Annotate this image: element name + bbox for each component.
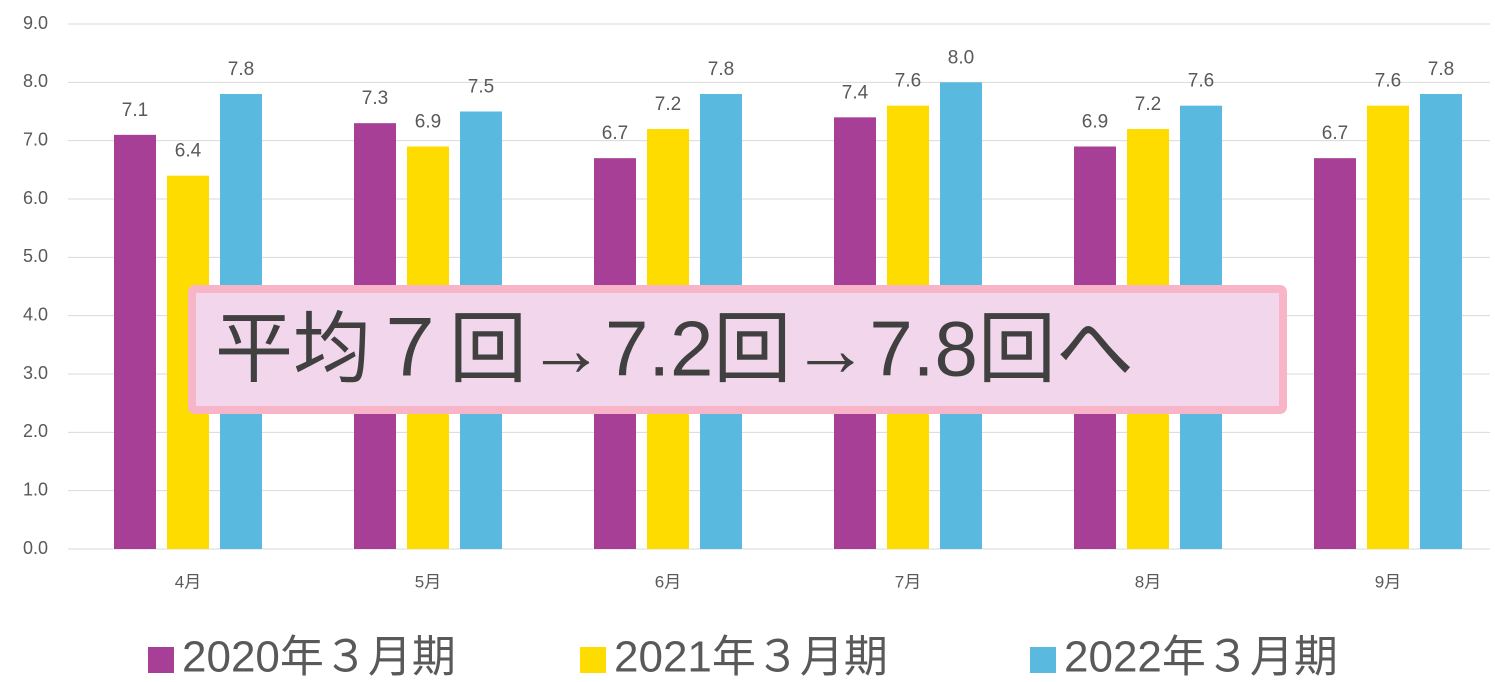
value-label: 7.5 bbox=[468, 77, 494, 98]
legend-label: 2022年３月期 bbox=[1064, 633, 1338, 682]
x-tick-label: 9月 bbox=[1375, 572, 1401, 591]
value-label: 7.1 bbox=[122, 100, 148, 121]
value-label: 7.6 bbox=[1188, 71, 1214, 92]
annotation: 平均７回→7.2回→7.8回へ bbox=[215, 305, 1134, 393]
value-label: 6.4 bbox=[175, 141, 202, 162]
value-label: 7.2 bbox=[655, 94, 681, 115]
y-tick-label: 8.0 bbox=[23, 71, 48, 91]
value-label: 7.2 bbox=[1135, 94, 1161, 115]
y-tick-label: 0.0 bbox=[23, 538, 48, 558]
annotation-box bbox=[188, 285, 1287, 414]
y-tick-label: 5.0 bbox=[23, 246, 48, 266]
legend-swatch bbox=[1030, 647, 1056, 673]
value-label: 7.8 bbox=[708, 59, 734, 80]
x-tick-label: 7月 bbox=[895, 572, 921, 591]
value-label: 7.6 bbox=[1375, 71, 1401, 92]
value-label: 7.8 bbox=[228, 59, 254, 80]
legend-label: 2021年３月期 bbox=[614, 633, 888, 682]
value-label: 6.9 bbox=[415, 112, 441, 133]
x-tick-label: 5月 bbox=[415, 572, 441, 591]
value-label: 6.9 bbox=[1082, 112, 1108, 133]
y-tick-label: 2.0 bbox=[23, 421, 48, 441]
value-label: 7.6 bbox=[895, 71, 921, 92]
value-label: 6.7 bbox=[1322, 123, 1348, 144]
bar bbox=[1420, 94, 1462, 549]
legend-swatch bbox=[148, 647, 174, 673]
x-tick-label: 6月 bbox=[655, 572, 681, 591]
legend-label: 2020年３月期 bbox=[182, 633, 456, 682]
bar bbox=[114, 134, 156, 550]
bar bbox=[1314, 158, 1356, 549]
y-tick-label: 3.0 bbox=[23, 363, 48, 383]
value-label: 8.0 bbox=[948, 47, 974, 68]
value-label: 7.4 bbox=[842, 82, 869, 103]
y-tick-label: 9.0 bbox=[23, 13, 48, 33]
y-tick-label: 1.0 bbox=[23, 479, 48, 499]
y-tick-label: 4.0 bbox=[23, 304, 48, 324]
value-label: 7.3 bbox=[362, 88, 388, 109]
value-label: 6.7 bbox=[602, 123, 628, 144]
x-tick-label: 8月 bbox=[1135, 572, 1161, 591]
y-tick-label: 6.0 bbox=[23, 188, 48, 208]
bar bbox=[1367, 105, 1409, 550]
legend-swatch bbox=[580, 647, 606, 673]
value-label: 7.8 bbox=[1428, 59, 1454, 80]
y-tick-label: 7.0 bbox=[23, 129, 48, 149]
x-tick-label: 4月 bbox=[175, 572, 201, 591]
